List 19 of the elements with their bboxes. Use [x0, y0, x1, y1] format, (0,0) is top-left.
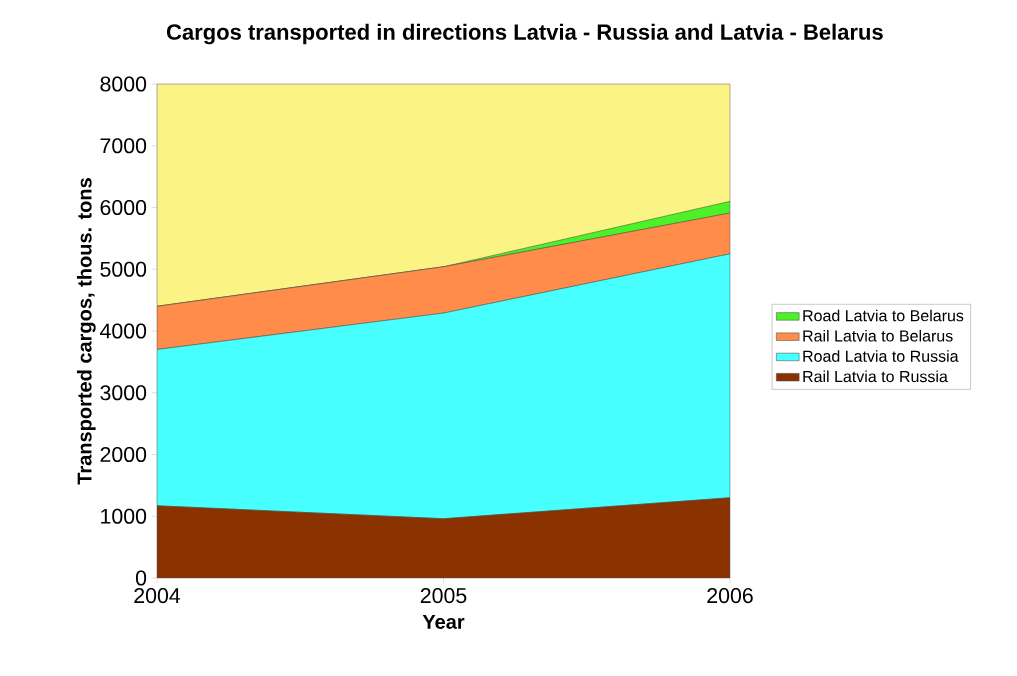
- y-axis-title: Transported cargos, thous. tons: [76, 178, 96, 485]
- y-tick-label: 5000: [100, 261, 147, 277]
- y-tick-label: 1000: [101, 508, 147, 524]
- y-tick-label: 0: [135, 570, 147, 586]
- y-tick-label: 7000: [100, 138, 147, 154]
- legend-label: Road Latvia to Russia: [803, 350, 959, 362]
- y-tick-label: 8000: [100, 76, 147, 92]
- x-tick-label: 2006: [707, 588, 753, 604]
- legend-label: Road Latvia to Belarus: [803, 309, 964, 322]
- y-tick-label: 2000: [100, 446, 147, 463]
- y-tick-label: 4000: [100, 323, 147, 339]
- legend-label: Rail Latvia to Russia: [803, 370, 948, 383]
- x-axis-title: Year: [422, 614, 465, 629]
- x-tick-label: 2005: [420, 588, 467, 604]
- y-tick-label: 6000: [100, 199, 147, 216]
- chart-title: Cargos transported in directions Latvia - Russia and Latvia - Belarus: [166, 23, 883, 45]
- x-tick-label: 2004: [134, 588, 181, 604]
- legend-label: Rail Latvia to Belarus: [803, 329, 953, 342]
- y-tick-label: 3000: [100, 385, 147, 401]
